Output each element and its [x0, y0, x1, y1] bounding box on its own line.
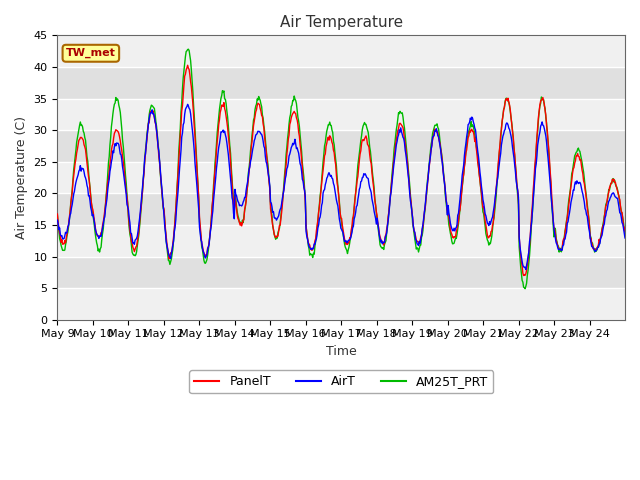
- PanelT: [54, 211, 61, 217]
- PanelT: [225, 140, 233, 146]
- PanelT: [520, 273, 527, 278]
- AM25T_PRT: [184, 47, 192, 52]
- AirT: [621, 235, 629, 241]
- Legend: PanelT, AirT, AM25T_PRT: PanelT, AirT, AM25T_PRT: [189, 370, 493, 393]
- Bar: [58, 130, 625, 162]
- Title: Air Temperature: Air Temperature: [280, 15, 403, 30]
- AirT: [522, 267, 530, 273]
- PanelT: [401, 136, 408, 142]
- AM25T_PRT: [54, 212, 61, 218]
- AM25T_PRT: [275, 228, 282, 233]
- AM25T_PRT: [120, 152, 128, 158]
- AirT: [54, 217, 61, 223]
- PanelT: [621, 229, 629, 235]
- AM25T_PRT: [225, 134, 233, 140]
- X-axis label: Time: Time: [326, 345, 356, 358]
- AirT: [401, 140, 408, 145]
- AirT: [275, 213, 282, 219]
- Bar: [58, 193, 625, 225]
- AM25T_PRT: [621, 229, 629, 235]
- PanelT: [184, 62, 191, 68]
- Line: AM25T_PRT: AM25T_PRT: [58, 49, 625, 288]
- PanelT: [275, 228, 282, 234]
- AirT: [433, 126, 440, 132]
- AM25T_PRT: [253, 96, 261, 102]
- PanelT: [433, 127, 440, 133]
- Bar: [58, 67, 625, 98]
- AirT: [225, 160, 233, 166]
- Bar: [58, 162, 625, 193]
- AirT: [120, 174, 128, 180]
- PanelT: [253, 103, 261, 108]
- Bar: [58, 98, 625, 130]
- AM25T_PRT: [401, 125, 408, 131]
- Text: TW_met: TW_met: [66, 48, 116, 59]
- AM25T_PRT: [521, 286, 529, 291]
- AM25T_PRT: [433, 122, 440, 128]
- Bar: [58, 225, 625, 256]
- Bar: [58, 288, 625, 320]
- Line: AirT: AirT: [58, 104, 625, 270]
- Y-axis label: Air Temperature (C): Air Temperature (C): [15, 116, 28, 239]
- Bar: [58, 256, 625, 288]
- AirT: [184, 101, 191, 107]
- Line: PanelT: PanelT: [58, 65, 625, 276]
- PanelT: [120, 165, 128, 171]
- Bar: [58, 36, 625, 67]
- AirT: [253, 131, 261, 136]
